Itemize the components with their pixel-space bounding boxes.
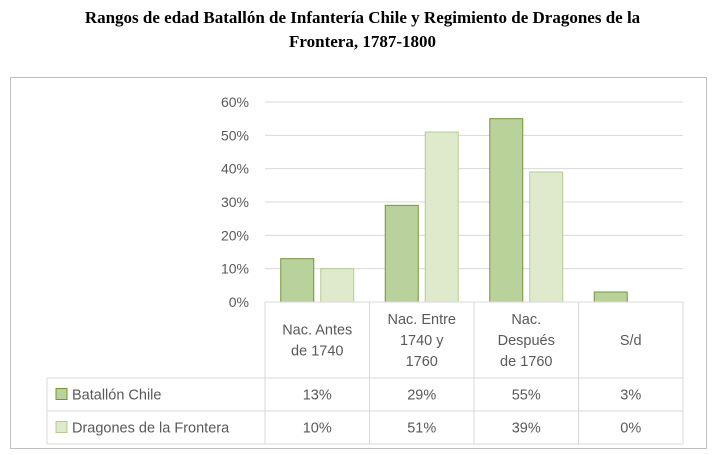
chart-frame xyxy=(10,77,707,449)
category-label: 1760 xyxy=(406,354,438,370)
table-cell-value: 51% xyxy=(407,421,436,437)
bar-dragones-frontera xyxy=(529,171,564,303)
chart-title-line-2: Frontera, 1787-1800 xyxy=(289,32,436,51)
chart-title: Rangos de edad Batallón de Infantería Ch… xyxy=(0,6,725,54)
bar-batallon-chile xyxy=(384,204,419,303)
y-tick-label: 40% xyxy=(221,161,249,177)
category-label: Nac. xyxy=(511,312,541,328)
category-label: de 1740 xyxy=(291,344,343,360)
y-tick-label: 0% xyxy=(229,294,249,310)
table-cell-value: 13% xyxy=(303,388,332,404)
y-tick-label: 10% xyxy=(221,261,249,277)
category-label: 1740 y xyxy=(400,333,444,349)
bar-batallon-chile xyxy=(593,291,628,303)
table-cell-value: 29% xyxy=(407,388,436,404)
y-tick-label: 50% xyxy=(221,127,249,143)
bar-batallon-chile xyxy=(280,258,315,303)
bar-dragones-frontera xyxy=(424,131,459,303)
chart-title-line-1: Rangos de edad Batallón de Infantería Ch… xyxy=(84,8,641,27)
y-tick-label: 30% xyxy=(221,194,249,210)
table-cell-value: 39% xyxy=(512,421,541,437)
table-cell-value: 0% xyxy=(620,421,641,437)
legend-key-dragones-frontera xyxy=(55,421,68,433)
bar-batallon-chile xyxy=(489,118,524,303)
category-label: Nac. Antes xyxy=(282,323,352,339)
table-cell-value: 3% xyxy=(620,388,641,404)
category-label: de 1760 xyxy=(500,354,552,370)
table-cell-value: 10% xyxy=(303,421,332,437)
y-tick-label: 20% xyxy=(221,227,249,243)
bar-dragones-frontera xyxy=(320,268,355,303)
table-cell-value: 55% xyxy=(512,388,541,404)
category-label: Después xyxy=(498,333,555,349)
category-label: Nac. Entre xyxy=(388,312,457,328)
category-label: S/d xyxy=(620,333,642,349)
series-name: Dragones de la Frontera xyxy=(72,421,230,437)
legend-key-batallon-chile xyxy=(55,388,68,400)
y-tick-label: 60% xyxy=(221,94,249,110)
series-name: Batallón Chile xyxy=(72,388,161,404)
